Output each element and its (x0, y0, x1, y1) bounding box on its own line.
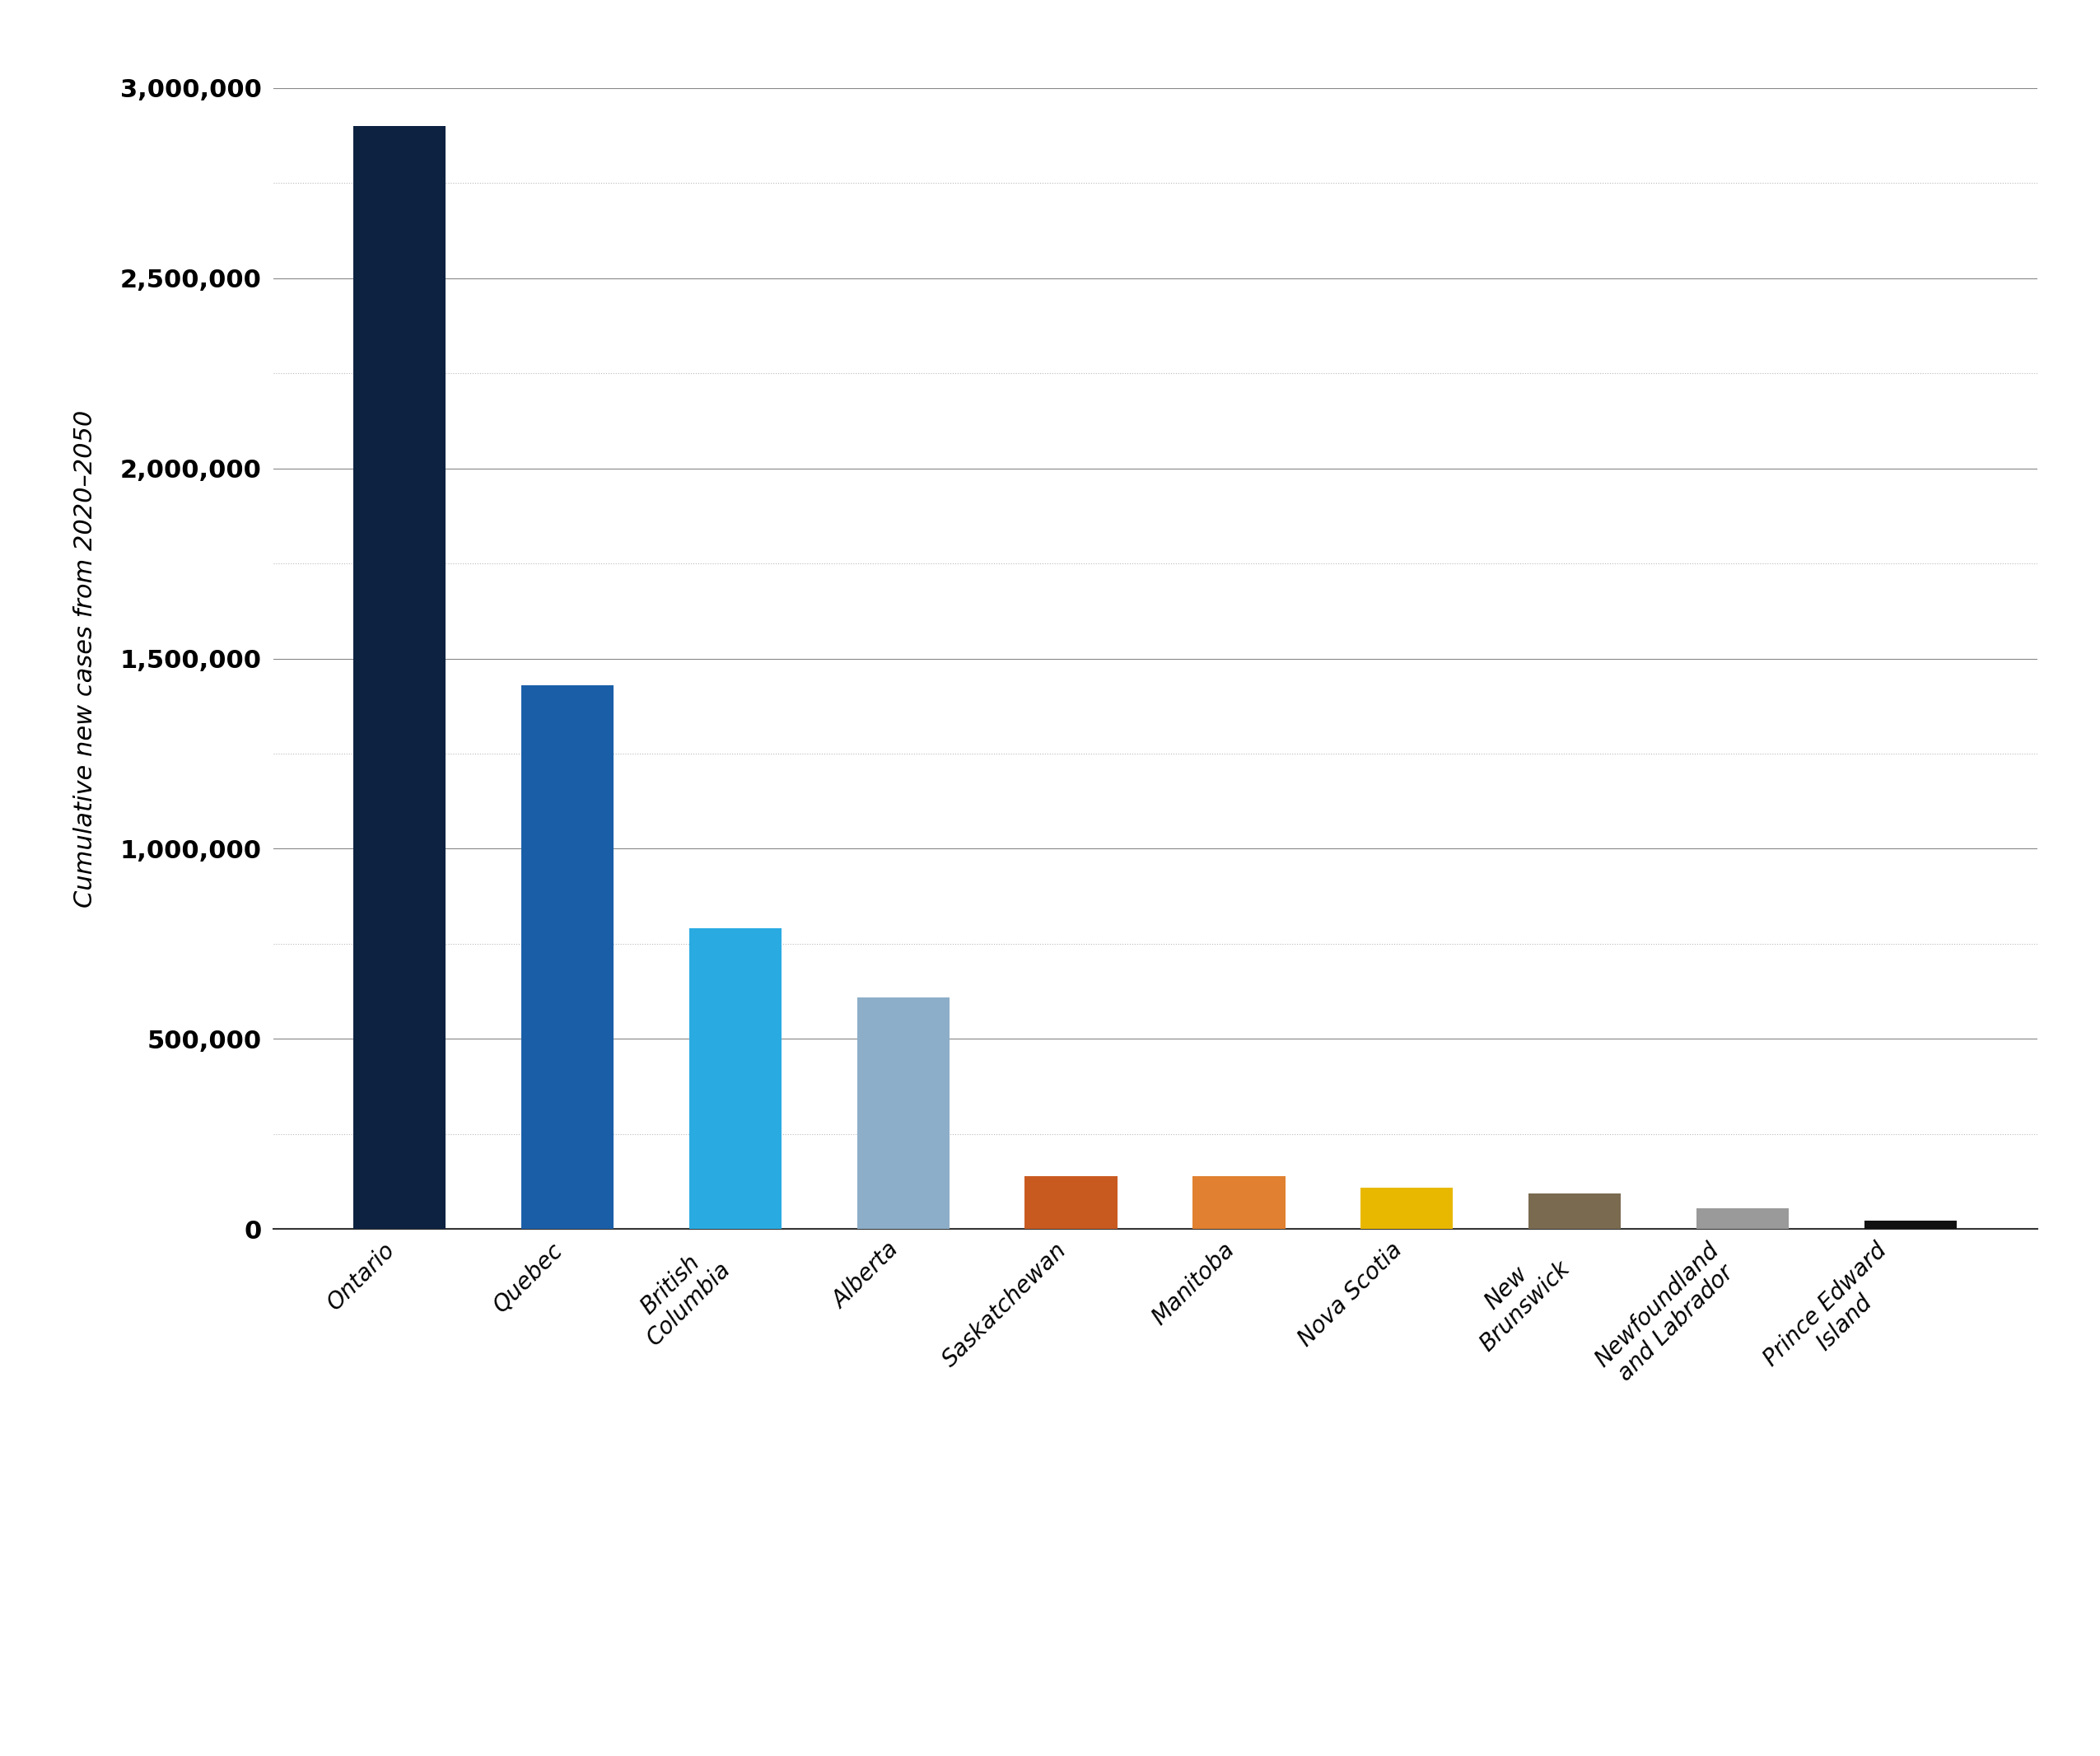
Bar (1025, 1177, 1117, 1229)
Bar (1361, 1187, 1453, 1229)
Bar (521, 685, 613, 1229)
Bar (1193, 1177, 1285, 1229)
Bar (857, 997, 949, 1229)
Bar (1865, 1220, 1957, 1229)
Bar (353, 126, 445, 1229)
Y-axis label: Cumulative new cases from 2020–2050: Cumulative new cases from 2020–2050 (74, 409, 97, 908)
Bar (689, 929, 781, 1229)
Bar (1697, 1208, 1789, 1229)
Bar (1529, 1192, 1621, 1229)
